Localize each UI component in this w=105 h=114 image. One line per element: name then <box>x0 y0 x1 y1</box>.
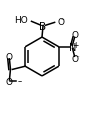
Text: N: N <box>69 42 76 52</box>
Text: ⁻: ⁻ <box>75 55 79 61</box>
Text: O: O <box>71 31 78 40</box>
Text: –: – <box>17 77 22 86</box>
Text: ⁻: ⁻ <box>60 19 64 25</box>
Text: O: O <box>71 55 78 64</box>
Text: O: O <box>58 18 65 27</box>
Text: O: O <box>6 52 13 61</box>
Text: HO: HO <box>15 16 28 25</box>
Text: O: O <box>6 78 13 87</box>
Text: +: + <box>72 40 78 49</box>
Text: B: B <box>39 21 47 31</box>
